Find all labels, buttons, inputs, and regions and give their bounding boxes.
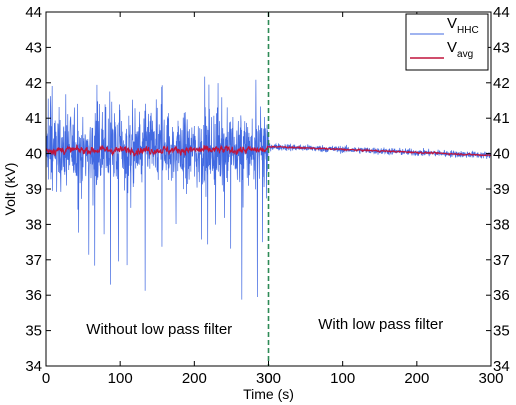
y-tick-label-right: 36 xyxy=(493,287,510,304)
legend-label-vhhc: VHHC xyxy=(447,15,479,36)
x-tick-label: 200 xyxy=(404,370,429,387)
series-line-vhhc-panel-1 xyxy=(45,76,269,300)
legend-box xyxy=(405,13,489,71)
x-tick-label: 300 xyxy=(478,370,503,387)
y-tick-label-left: 40 xyxy=(25,146,42,163)
y-tick-label-right: 38 xyxy=(493,216,510,233)
series-line-vhhc-panel-2 xyxy=(268,142,492,159)
y-tick-label-left: 37 xyxy=(25,252,42,269)
y-tick-label-left: 41 xyxy=(25,110,42,127)
y-tick-label-right: 42 xyxy=(493,75,510,92)
y-tick-label-left: 34 xyxy=(25,358,42,375)
y-tick-label-right: 41 xyxy=(493,110,510,127)
series-line-vavg-panel-2 xyxy=(268,145,492,157)
y-axis-label: Volt (kV) xyxy=(2,163,18,216)
y-tick-label-left: 42 xyxy=(25,75,42,92)
y-tick-label-right: 37 xyxy=(493,252,510,269)
legend-label-vavg: Vavg xyxy=(447,39,473,60)
y-tick-label-right: 34 xyxy=(493,358,510,375)
y-tick-label-left: 35 xyxy=(25,323,42,340)
y-tick-label-right: 35 xyxy=(493,323,510,340)
y-tick-label-left: 43 xyxy=(25,39,42,56)
y-tick-label-left: 44 xyxy=(25,4,42,21)
y-tick-label-left: 38 xyxy=(25,216,42,233)
annotation-without-filter: Without low pass filter xyxy=(86,321,232,338)
axis-ticks: 34 34 35 35 36 36 37 37 38 38 39 39 40 40 41 41 42 42 43 43… xyxy=(25,4,509,387)
legend: VHHC Vavg xyxy=(405,13,489,71)
x-tick-label: 300 xyxy=(256,370,281,387)
series-line-vavg-panel-1 xyxy=(45,144,270,158)
annotation-with-filter: With low pass filter xyxy=(318,316,443,333)
x-tick-label: 0 xyxy=(264,370,272,387)
y-tick-label-right: 44 xyxy=(493,4,510,21)
y-tick-label-right: 39 xyxy=(493,181,510,198)
y-tick-label-right: 43 xyxy=(493,39,510,56)
y-tick-label-right: 40 xyxy=(493,146,510,163)
y-tick-label-left: 39 xyxy=(25,181,42,198)
x-tick-label: 0 xyxy=(42,370,50,387)
y-tick-label-left: 36 xyxy=(25,287,42,304)
x-axis-label: Time (s) xyxy=(243,386,294,402)
x-tick-label: 200 xyxy=(182,370,207,387)
x-tick-label: 100 xyxy=(108,370,133,387)
plot-area xyxy=(45,76,492,300)
x-tick-label: 100 xyxy=(330,370,355,387)
